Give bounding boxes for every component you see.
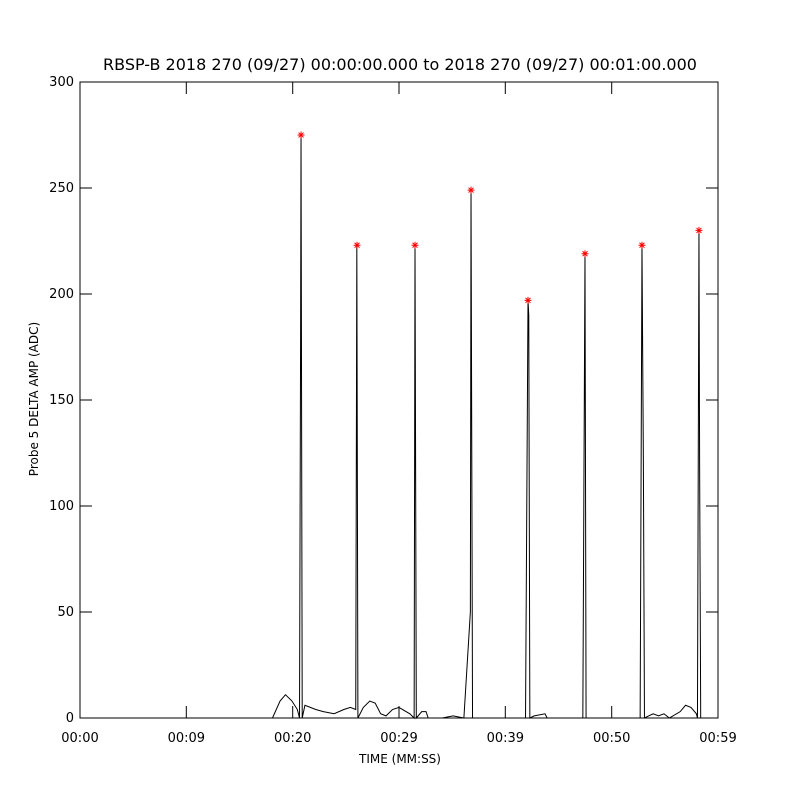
x-tick-label: 00:29 xyxy=(380,731,417,746)
x-tick-label: 00:00 xyxy=(61,731,98,746)
y-tick-label: 250 xyxy=(49,181,74,196)
peak-marker xyxy=(581,250,589,258)
x-tick-label: 00:39 xyxy=(487,731,524,746)
peak-marker xyxy=(467,186,475,194)
peak-marker xyxy=(638,241,646,249)
data-line xyxy=(80,134,702,720)
y-tick-label: 300 xyxy=(49,75,74,90)
x-tick-label: 00:59 xyxy=(699,731,736,746)
x-tick-label: 00:20 xyxy=(274,731,311,746)
y-axis-label: Probe 5 DELTA AMP (ADC) xyxy=(27,322,41,476)
y-tick-label: 200 xyxy=(49,287,74,302)
y-tick-label: 100 xyxy=(49,499,74,514)
x-axis-label: TIME (MM:SS) xyxy=(358,752,441,766)
peak-marker xyxy=(297,131,305,139)
y-tick-label: 50 xyxy=(57,605,74,620)
peak-marker xyxy=(353,241,361,249)
peak-marker xyxy=(695,226,703,234)
chart-title: RBSP-B 2018 270 (09/27) 00:00:00.000 to … xyxy=(103,55,697,74)
x-tick-label: 00:50 xyxy=(593,731,630,746)
y-tick-label: 150 xyxy=(49,393,74,408)
peak-marker xyxy=(411,241,419,249)
x-tick-label: 00:09 xyxy=(168,731,205,746)
y-tick-label: 0 xyxy=(66,711,74,726)
peak-marker xyxy=(524,296,532,304)
